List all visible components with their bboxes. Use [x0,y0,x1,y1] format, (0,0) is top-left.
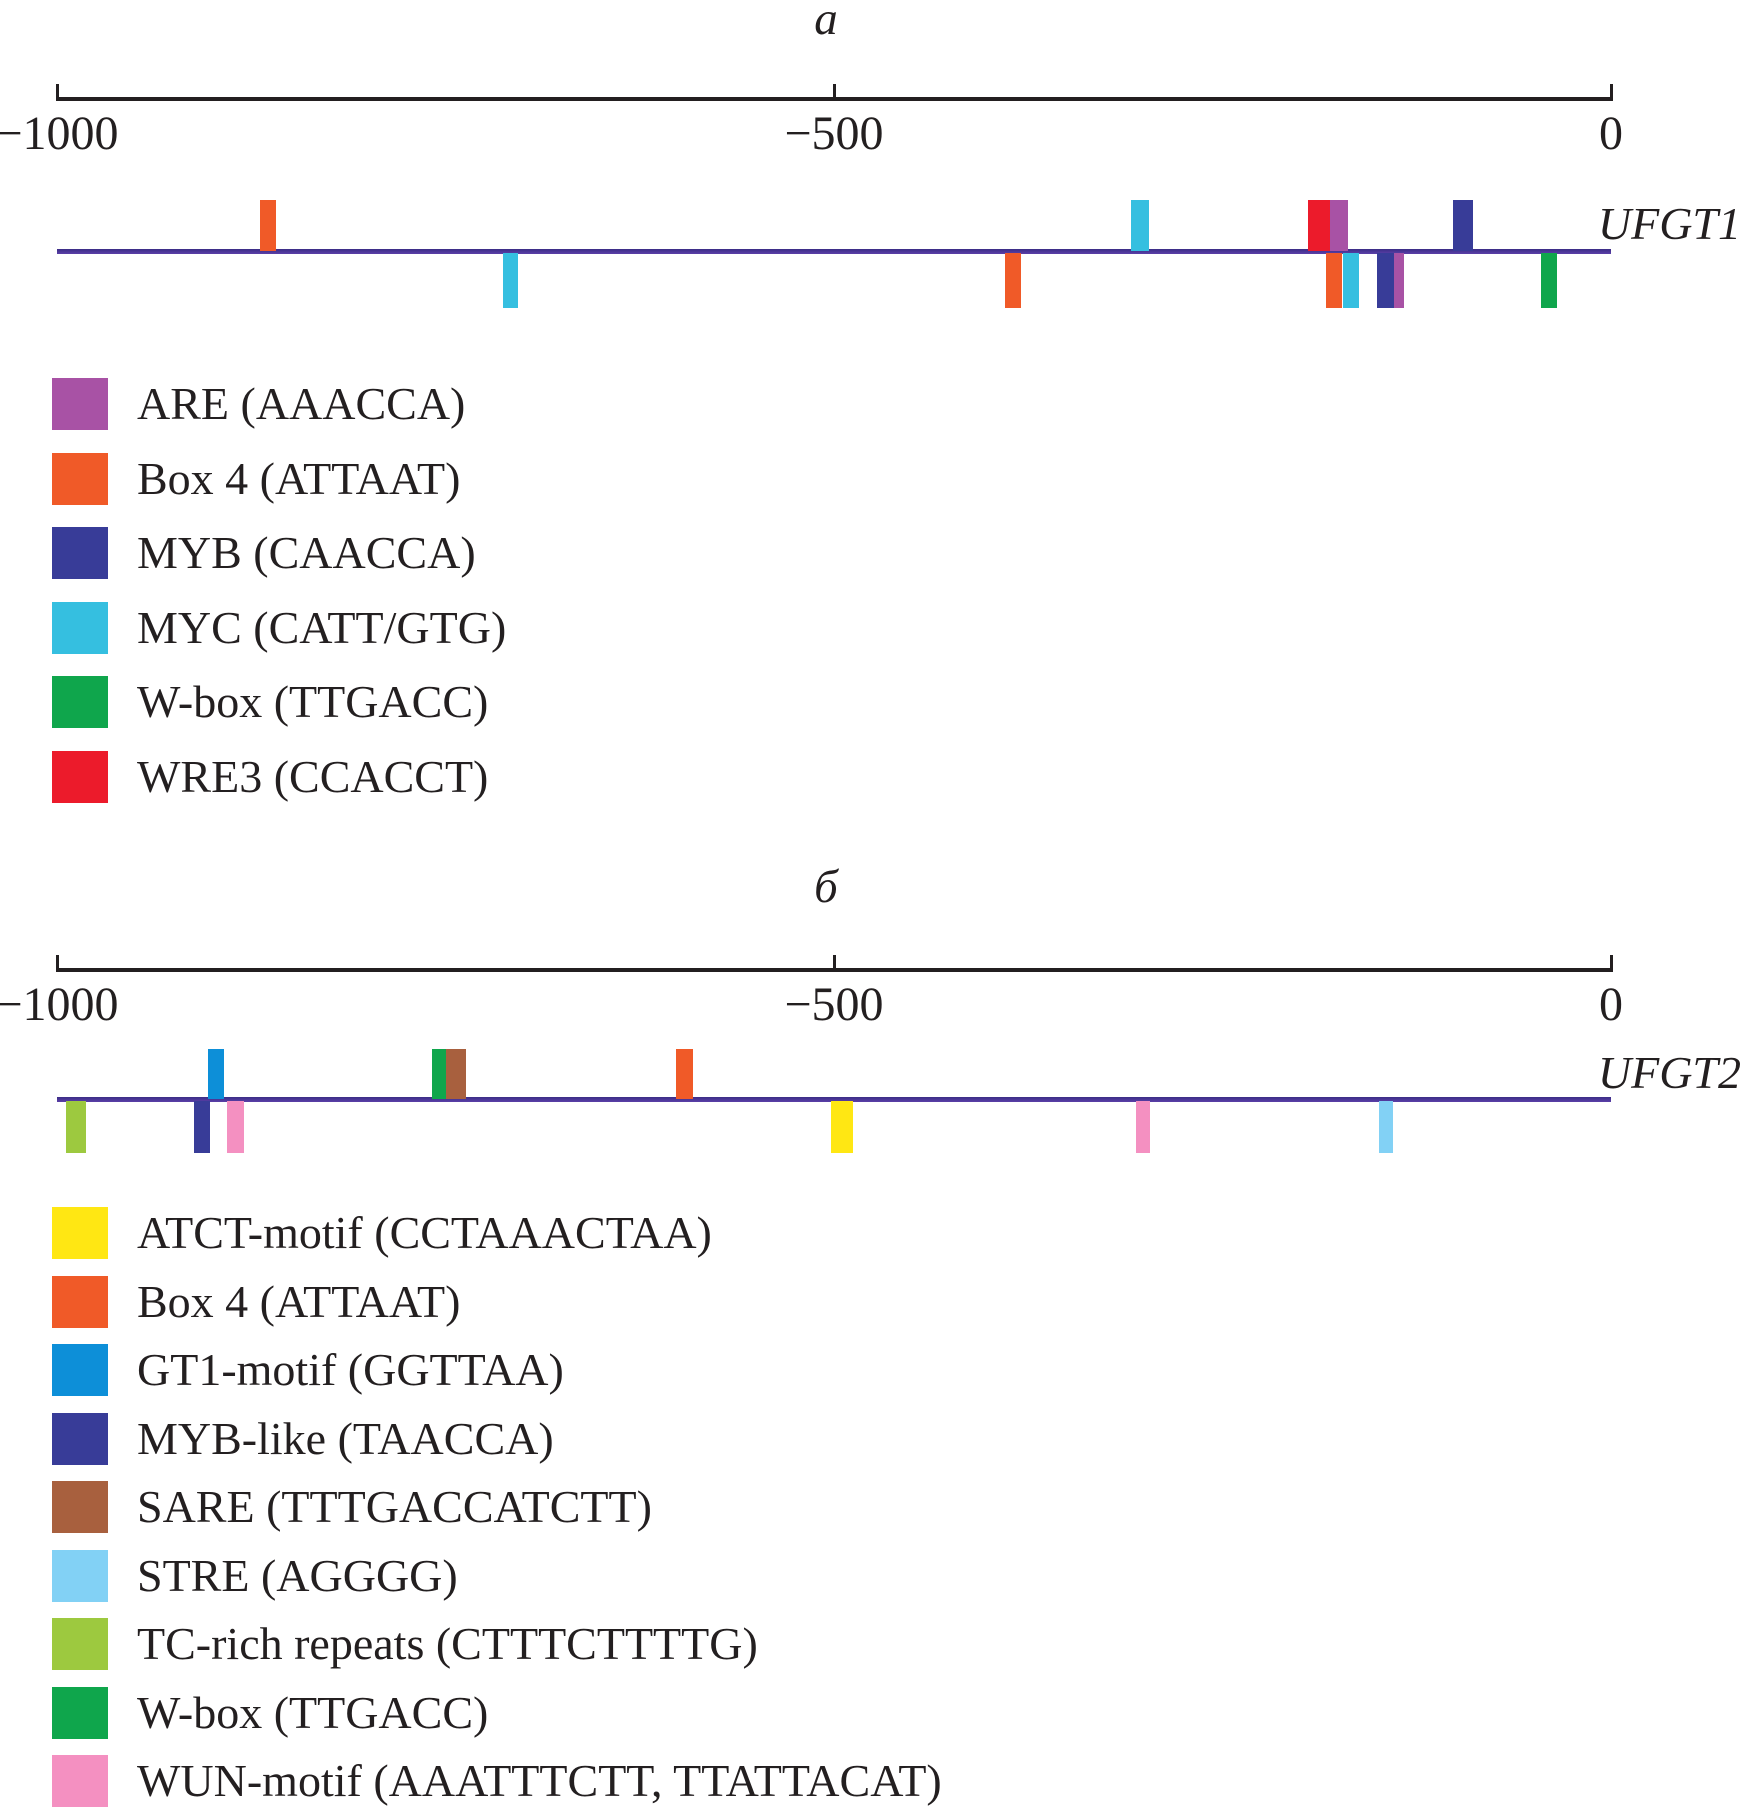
legend-item: MYB (CAACCA) [0,527,1741,583]
legend-label: ATCT-motif (CCTAAACTAA) [137,1207,712,1258]
legend-label: MYC (CATT/GTG) [137,601,507,653]
axis-tick [55,84,59,101]
legend-swatch-MYC [52,601,108,654]
legend-item: SARE (TTTGACCATCTT) [0,1481,1741,1537]
legend-swatch-TC-rich [52,1618,108,1670]
motif-mark-MYB [1453,200,1474,251]
legend-item: W-box (TTGACC) [0,676,1741,732]
legend-label: ARE (AAACCA) [137,378,466,429]
legend-label: Box 4 (ATTAAT) [137,1275,461,1327]
motif-mark-Box4 [676,1049,694,1099]
motif-mark-Box4 [260,200,277,251]
panel-a-promoter-line [57,249,1611,254]
axis-tick-label: 0 [1599,107,1623,160]
axis-tick-label: −1000 [0,107,119,160]
motif-mark-MYB-like [193,1101,210,1153]
axis-tick [1609,84,1613,101]
legend-swatch-W-box [52,1686,108,1739]
motif-mark-W-box [1540,253,1557,308]
legend-swatch-Box4 [52,1275,108,1328]
legend-item: MYB-like (TAACCA) [0,1412,1741,1469]
motif-mark-STRE [1378,1101,1393,1153]
axis-tick [832,955,836,972]
legend-item: STRE (AGGGG) [0,1549,1741,1606]
legend-label: SARE (TTTGACCATCTT) [137,1481,652,1532]
motif-mark-MYB [1377,253,1395,308]
motif-mark-WUN [1136,1101,1151,1153]
motif-mark-WUN [227,1101,245,1153]
legend-swatch-ATCT [52,1207,108,1259]
panel-b-promoter-line [57,1097,1611,1102]
motif-mark-ATCT [830,1101,853,1153]
motif-mark-ARE [1330,200,1349,251]
axis-tick [832,84,836,101]
legend-swatch-WUN [52,1755,108,1807]
motif-mark-Box4 [1326,253,1343,308]
legend-swatch-MYB [52,527,108,579]
legend-item: Box 4 (ATTAAT) [0,452,1741,509]
legend-item: MYC (CATT/GTG) [0,601,1741,658]
legend-item: ARE (AAACCA) [0,378,1741,434]
axis-tick-label: −500 [784,107,884,160]
legend-swatch-MYB-like [52,1412,108,1465]
axis-tick-label: −500 [784,978,884,1031]
legend-label: TC-rich repeats (CTTTCTTTTG) [137,1618,758,1669]
legend-item: ATCT-motif (CCTAAACTAA) [0,1207,1741,1263]
legend-label: WRE3 (CCACCT) [137,750,489,802]
legend-label: W-box (TTGACC) [137,676,489,727]
motif-mark-MYC [1131,200,1150,251]
legend-swatch-ARE [52,378,108,430]
axis-tick [1609,955,1613,972]
legend-swatch-STRE [52,1549,108,1602]
legend-swatch-W-box [52,676,108,728]
motif-mark-SARE [446,1049,467,1099]
motif-mark-MYC [1343,253,1360,308]
panel-a-gene-label: UFGT1 [1597,198,1741,249]
legend-label: GT1-motif (GGTTAA) [137,1344,564,1395]
legend-swatch-Box4 [52,452,108,505]
legend-item: WRE3 (CCACCT) [0,750,1741,807]
panel-b-gene-label: UFGT2 [1597,1047,1741,1098]
legend-label: MYB (CAACCA) [137,527,476,578]
legend-swatch-WRE3 [52,750,108,803]
axis-tick-label: 0 [1599,978,1623,1031]
motif-mark-GT1 [207,1049,224,1099]
legend-item: TC-rich repeats (CTTTCTTTTG) [0,1618,1741,1674]
legend-label: WUN-motif (AAATTTCTT, TTATTACAT) [137,1755,942,1806]
motif-mark-MYC [503,253,519,308]
legend-label: Box 4 (ATTAAT) [137,452,461,504]
legend-label: W-box (TTGACC) [137,1686,489,1738]
motif-mark-W-box [432,1049,447,1099]
panel-b-title: б [814,861,838,913]
legend-swatch-SARE [52,1481,108,1533]
motif-mark-WRE3 [1307,200,1330,251]
legend-item: Box 4 (ATTAAT) [0,1275,1741,1332]
motif-mark-ARE [1392,253,1405,308]
motif-mark-TC-rich [65,1101,86,1153]
legend-item: WUN-motif (AAATTTCTT, TTATTACAT) [0,1755,1741,1811]
panel-a-title: a [814,0,838,45]
legend-item: GT1-motif (GGTTAA) [0,1344,1741,1400]
legend-swatch-GT1 [52,1344,108,1396]
axis-tick-label: −1000 [0,978,119,1031]
motif-mark-Box4 [1004,253,1021,308]
legend-label: STRE (AGGGG) [137,1549,458,1601]
legend-label: MYB-like (TAACCA) [137,1412,554,1464]
axis-tick [55,955,59,972]
legend-item: W-box (TTGACC) [0,1686,1741,1743]
